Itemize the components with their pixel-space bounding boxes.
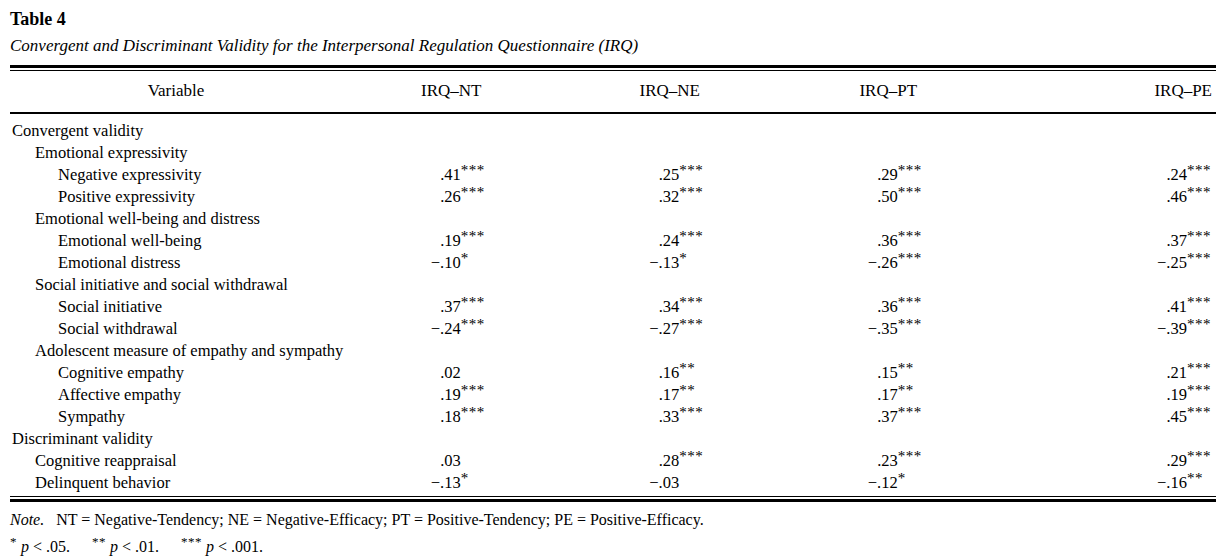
significance-item: * p < .05.: [10, 538, 70, 555]
col-header-irq-ne: IRQ–NE: [561, 71, 780, 113]
row-label: Emotional distress: [10, 252, 342, 274]
table-row: Emotional distress−.10*−.13*−.26***−.25*…: [10, 252, 1216, 274]
correlation-cell: −.39***: [998, 318, 1217, 340]
correlation-cell: .25***: [561, 164, 780, 186]
correlation-cell: .24***: [561, 230, 780, 252]
correlation-cell: .32***: [561, 186, 780, 208]
row-label: Cognitive empathy: [10, 362, 342, 384]
table-row: Affective empathy.19***.17**.17**.19***: [10, 384, 1216, 406]
correlation-cell: .15**: [779, 362, 998, 384]
row-label: Emotional well-being: [10, 230, 342, 252]
correlation-cell: .29***: [779, 164, 998, 186]
row-label: Negative expressivity: [10, 164, 342, 186]
correlation-cell: .03: [342, 450, 561, 472]
correlation-cell: .24***: [998, 164, 1217, 186]
row-label: Positive expressivity: [10, 186, 342, 208]
table-row: Sympathy.18***.33***.37***.45***: [10, 406, 1216, 428]
correlation-cell: .16**: [561, 362, 780, 384]
table-bottom-rule: [10, 496, 1216, 502]
table-header: Variable IRQ–NT IRQ–NE IRQ–PT IRQ–PE: [10, 71, 1216, 113]
correlation-cell: .34***: [561, 296, 780, 318]
correlation-cell: .19***: [342, 384, 561, 406]
row-label: Social withdrawal: [10, 318, 342, 340]
correlation-cell: .41***: [998, 296, 1217, 318]
row-label: Social initiative: [10, 296, 342, 318]
table-row: Delinquent behavior−.13*−.03−.12*−.16**: [10, 472, 1216, 494]
table-row: Negative expressivity.41***.25***.29***.…: [10, 164, 1216, 186]
table-number-title: Table 4: [10, 9, 1216, 31]
table-body: Convergent validityEmotional expressivit…: [10, 113, 1216, 494]
correlation-cell: .21***: [998, 362, 1217, 384]
correlation-cell: .19***: [342, 230, 561, 252]
correlation-cell: −.27***: [561, 318, 780, 340]
correlation-cell: .46***: [998, 186, 1217, 208]
correlation-cell: .18***: [342, 406, 561, 428]
correlation-cell: −.25***: [998, 252, 1217, 274]
col-header-variable: Variable: [10, 71, 342, 113]
correlation-cell: .23***: [779, 450, 998, 472]
correlation-cell: −.13*: [342, 472, 561, 494]
correlation-table: Variable IRQ–NT IRQ–NE IRQ–PT IRQ–PE Con…: [10, 71, 1216, 494]
section-header-row: Emotional expressivity: [10, 142, 1216, 164]
correlation-cell: .37***: [342, 296, 561, 318]
table-row: Cognitive reappraisal.03.28***.23***.29*…: [10, 450, 1216, 472]
correlation-cell: .17**: [779, 384, 998, 406]
correlation-cell: −.35***: [779, 318, 998, 340]
correlation-cell: .41***: [342, 164, 561, 186]
section-header-row: Convergent validity: [10, 113, 1216, 142]
row-label: Sympathy: [10, 406, 342, 428]
correlation-cell: .29***: [998, 450, 1217, 472]
row-label: Discriminant validity: [10, 428, 1216, 450]
table-note: Note. NT = Negative-Tendency; NE = Negati…: [10, 509, 1216, 531]
row-label: Social initiative and social withdrawal: [10, 274, 1216, 296]
section-header-row: Social initiative and social withdrawal: [10, 274, 1216, 296]
col-header-irq-nt: IRQ–NT: [342, 71, 561, 113]
section-header-row: Discriminant validity: [10, 428, 1216, 450]
row-label: Convergent validity: [10, 113, 1216, 142]
correlation-cell: .50***: [779, 186, 998, 208]
correlation-cell: .36***: [779, 296, 998, 318]
correlation-cell: .19***: [998, 384, 1217, 406]
table-caption: Convergent and Discriminant Validity for…: [10, 36, 1216, 56]
correlation-cell: −.03: [561, 472, 780, 494]
correlation-cell: −.16**: [998, 472, 1217, 494]
correlation-cell: −.26***: [779, 252, 998, 274]
table-row: Positive expressivity.26***.32***.50***.…: [10, 186, 1216, 208]
note-abbreviations: NT = Negative-Tendency; NE = Negative-Ef…: [56, 511, 703, 528]
note-label: Note.: [10, 511, 44, 528]
section-header-row: Adolescent measure of empathy and sympat…: [10, 340, 1216, 362]
correlation-cell: −.10*: [342, 252, 561, 274]
significance-item: *** p < .001.: [181, 538, 263, 555]
row-label: Adolescent measure of empathy and sympat…: [10, 340, 1216, 362]
table-row: Emotional well-being.19***.24***.36***.3…: [10, 230, 1216, 252]
correlation-cell: .28***: [561, 450, 780, 472]
significance-note: * p < .05. ** p < .01. *** p < .001.: [10, 531, 1216, 556]
row-label: Affective empathy: [10, 384, 342, 406]
row-label: Emotional well-being and distress: [10, 208, 1216, 230]
section-header-row: Emotional well-being and distress: [10, 208, 1216, 230]
correlation-cell: −.13*: [561, 252, 780, 274]
row-label: Emotional expressivity: [10, 142, 1216, 164]
significance-item: ** p < .01.: [92, 538, 159, 555]
table-row: Social withdrawal−.24***−.27***−.35***−.…: [10, 318, 1216, 340]
correlation-cell: .37***: [998, 230, 1217, 252]
paper-table-page: Table 4 Convergent and Discriminant Vali…: [0, 0, 1226, 556]
table-row: Social initiative.37***.34***.36***.41**…: [10, 296, 1216, 318]
col-header-irq-pt: IRQ–PT: [779, 71, 998, 113]
correlation-cell: .26***: [342, 186, 561, 208]
correlation-cell: .33***: [561, 406, 780, 428]
correlation-cell: −.12*: [779, 472, 998, 494]
col-header-irq-pe: IRQ–PE: [998, 71, 1217, 113]
correlation-cell: .45***: [998, 406, 1217, 428]
correlation-cell: −.24***: [342, 318, 561, 340]
correlation-cell: .36***: [779, 230, 998, 252]
correlation-cell: .02: [342, 362, 561, 384]
correlation-cell: .37***: [779, 406, 998, 428]
row-label: Delinquent behavior: [10, 472, 342, 494]
row-label: Cognitive reappraisal: [10, 450, 342, 472]
table-row: Cognitive empathy.02.16**.15**.21***: [10, 362, 1216, 384]
correlation-cell: .17**: [561, 384, 780, 406]
